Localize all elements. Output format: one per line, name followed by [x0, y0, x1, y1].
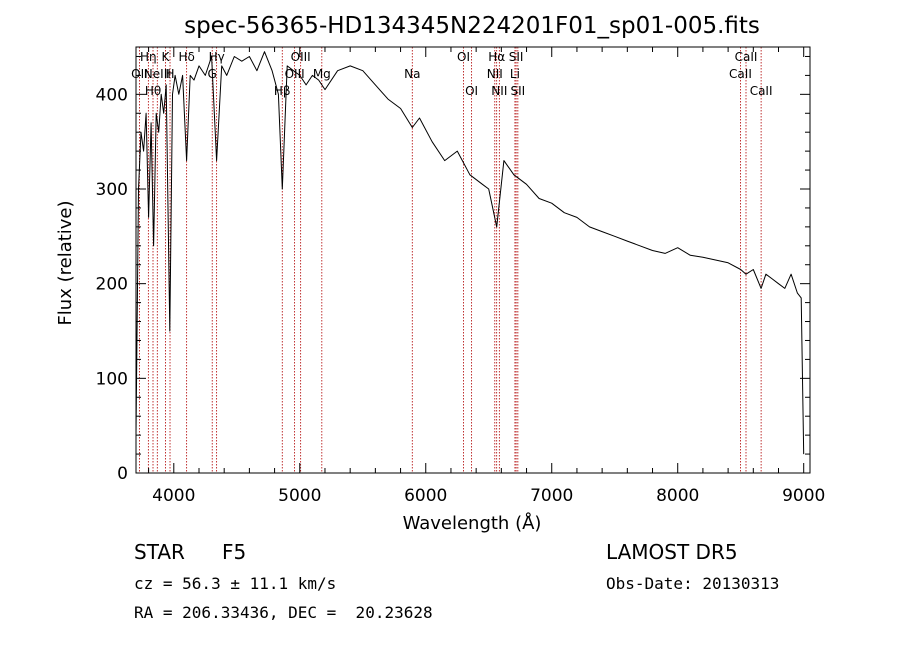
- spectral-line-markers: [139, 47, 762, 473]
- spectral-line-label: OII: [131, 67, 148, 81]
- spectral-line-label: OI: [457, 50, 470, 64]
- spectral-line-label: OI: [465, 84, 478, 98]
- y-tick-label: 400: [96, 85, 128, 105]
- spectral-line-label: CaII: [750, 84, 773, 98]
- spectral-line-label: NeIII: [144, 67, 171, 81]
- velocity-text: cz = 56.3 ± 11.1 km/s: [134, 574, 336, 593]
- x-tick-label: 4000: [152, 486, 195, 506]
- class-label: STAR: [134, 540, 185, 564]
- spectral-line-label: Li: [510, 67, 520, 81]
- spectral-line-label: CaII: [735, 50, 758, 64]
- spectral-line-label: Hα: [488, 50, 505, 64]
- y-tick-label: 300: [96, 180, 128, 200]
- x-axis: 4000 5000 6000 7000 8000 9000: [148, 47, 825, 506]
- spectral-line-label: Mg: [313, 67, 331, 81]
- spectral-line-label: Hδ: [178, 50, 194, 64]
- spectral-line-label: K: [162, 50, 171, 64]
- x-tick-label: 9000: [782, 486, 825, 506]
- spectral-line-label: H: [165, 67, 174, 81]
- spectral-line-label: OIII: [291, 50, 311, 64]
- spectral-line-label: SII: [510, 84, 525, 98]
- chart-title: spec-56365-HD134345N224201F01_sp01-005.f…: [184, 13, 760, 39]
- x-tick-label: 5000: [278, 486, 321, 506]
- y-axis-label: Flux (relative): [55, 200, 76, 325]
- spectral-line-label: Na: [404, 67, 420, 81]
- spectral-line-label: NII: [487, 67, 503, 81]
- y-tick-label: 0: [117, 464, 128, 484]
- spectral-line-label: CaII: [729, 67, 752, 81]
- obs-date-text: Obs-Date: 20130313: [606, 574, 779, 593]
- y-axis: 0 100 200 300 400: [96, 55, 810, 484]
- x-tick-label: 7000: [530, 486, 573, 506]
- spectrum-line: [135, 51, 805, 455]
- x-tick-label: 8000: [656, 486, 699, 506]
- survey-label: LAMOST DR5: [606, 540, 738, 564]
- x-tick-label: 6000: [404, 486, 447, 506]
- spectral-line-label: OIII: [285, 67, 305, 81]
- subclass-label: F5: [222, 540, 246, 564]
- x-axis-label: Wavelength (Å): [403, 512, 542, 534]
- spectral-line-label: Hθ: [145, 84, 161, 98]
- y-tick-label: 200: [96, 275, 128, 295]
- spectral-line-label: NII: [491, 84, 507, 98]
- coordinates-text: RA = 206.33436, DEC = 20.23628: [134, 603, 433, 622]
- spectral-line-label: Hη: [140, 50, 157, 64]
- plot-frame: [135, 46, 811, 474]
- spectral-line-label: SII: [509, 50, 524, 64]
- y-tick-label: 100: [96, 369, 128, 389]
- spectral-line-label: Hγ: [209, 50, 225, 64]
